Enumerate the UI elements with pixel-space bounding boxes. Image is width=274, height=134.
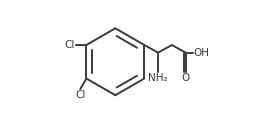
Text: Cl: Cl	[65, 40, 75, 50]
Text: OH: OH	[193, 48, 209, 58]
Text: O: O	[182, 73, 190, 83]
Text: Cl: Cl	[75, 90, 85, 100]
Text: NH₂: NH₂	[148, 73, 168, 83]
